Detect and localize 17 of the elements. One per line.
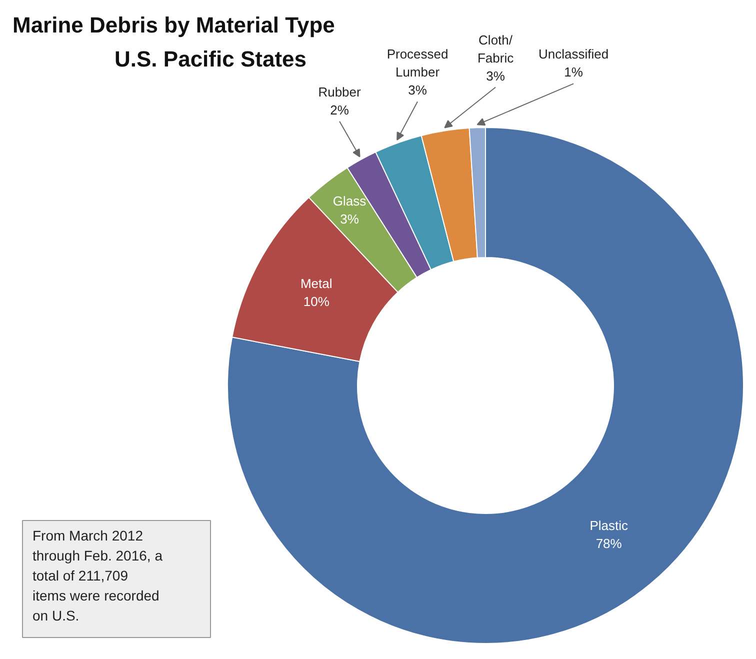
data-label: 3% bbox=[486, 68, 506, 84]
data-label: 3% bbox=[408, 82, 428, 98]
data-label: 78% bbox=[596, 536, 622, 552]
data-label: 1% bbox=[564, 64, 584, 80]
chart-title: Marine Debris by Material Type bbox=[12, 12, 335, 38]
text: U.S. Pacific States bbox=[114, 46, 306, 72]
slice-label: Rubber bbox=[318, 84, 362, 100]
data-label: 2% bbox=[330, 102, 350, 118]
slice-label: Glass bbox=[332, 194, 367, 209]
slice-label: Plastic bbox=[590, 518, 628, 534]
slice-label: Processed Lumber bbox=[386, 46, 448, 80]
slice-label: Cloth/Fabric bbox=[477, 32, 514, 66]
text: From March 2012 through Feb. 2016, a total of 211,709 items were recorded on U.S. bbox=[32, 528, 163, 624]
data-label: 10% bbox=[303, 294, 330, 310]
slice-label: Unclassified bbox=[538, 46, 609, 62]
slice-label: Metal bbox=[300, 276, 332, 292]
data-label: 3% bbox=[340, 212, 360, 227]
